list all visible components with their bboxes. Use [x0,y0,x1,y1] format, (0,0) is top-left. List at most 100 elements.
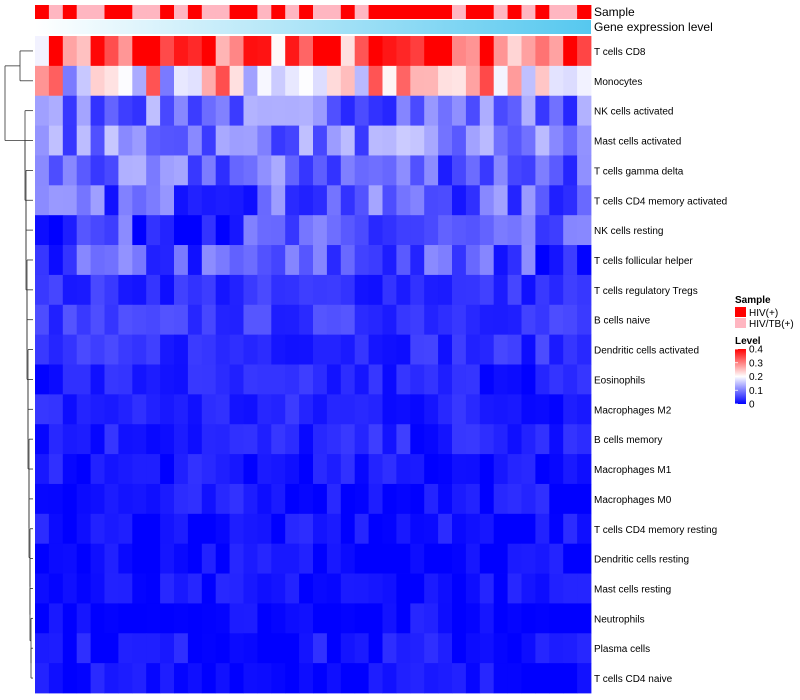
heatmap-cell [132,663,147,694]
heatmap-cell [215,483,230,515]
heatmap-cell [340,513,356,545]
heatmap-cell [146,65,161,97]
heatmap-cell [299,364,314,395]
heatmap-cell [257,155,272,186]
heatmap-cell [493,543,508,574]
heatmap-cell [452,633,467,664]
heatmap-cell [215,65,230,97]
heatmap-cell [354,125,369,156]
heatmap-cell [340,245,356,276]
heatmap-cell [479,364,495,395]
heatmap-cell [285,573,300,604]
sample-annotation-cell [132,5,147,19]
heatmap-cell [299,543,314,574]
heatmap-cell [465,603,481,634]
heatmap-cell [271,95,286,126]
heatmap-cell [465,513,481,545]
heatmap-cell [62,304,78,336]
heatmap-cell [326,603,342,634]
heatmap-cell [549,364,564,395]
heatmap-cell [549,215,564,246]
heatmap-cell [76,513,91,545]
heatmap-cell [354,543,369,574]
heatmap-cell [271,36,286,67]
heatmap-cell [465,483,481,515]
heatmap-cell [549,633,564,664]
heatmap-cell [521,364,536,395]
heatmap-cell [201,543,217,574]
heatmap-cell [452,125,467,156]
heatmap-cell [76,215,91,246]
heatmap-cell [410,633,425,664]
heatmap-cell [160,424,175,455]
heatmap-cell [507,454,522,485]
heatmap-cell [563,65,578,97]
heatmap-cell [229,215,244,246]
heatmap-cell [104,663,119,694]
heatmap-cell [299,603,314,634]
sample-annotation-cell [313,5,328,19]
row-label: Plasma cells [594,644,650,655]
heatmap-cell [368,36,383,67]
row-label: NK cells activated [594,107,673,118]
heatmap-cell [549,65,564,97]
heatmap-cell [201,245,217,276]
heatmap-cell [104,543,119,574]
heatmap-cell [299,573,314,604]
heatmap-cell [229,573,244,604]
heatmap-cell [382,364,397,395]
heatmap-cell [313,424,328,455]
heatmap-cell [479,245,495,276]
heatmap-cell [340,483,356,515]
annotation-label-sample: Sample [594,5,635,19]
heatmap-cell [507,125,522,156]
heatmap-cell [160,65,175,97]
heatmap-cell [452,394,467,425]
heatmap-cell [521,125,536,156]
sample-annotation-cell [424,5,439,19]
heatmap-cell [243,663,258,694]
heatmap-cell [521,36,536,67]
heatmap-cell [243,95,258,126]
heatmap-cell [299,125,314,156]
heatmap-cell [229,155,244,186]
heatmap-cell [507,185,522,216]
heatmap-cell [535,663,550,694]
heatmap-cell [104,36,119,67]
sample-annotation-cell [535,5,550,19]
heatmap-cell [35,245,50,276]
heatmap-cell [229,125,244,156]
heatmap-cell [521,513,536,545]
heatmap-cell [382,663,397,694]
heatmap-cell [479,543,495,574]
heatmap-cell [535,394,550,425]
heatmap-cell [535,454,550,485]
heatmap-cell [104,573,119,604]
heatmap-cell [396,603,411,634]
heatmap-cell [271,334,286,365]
heatmap-cell [90,334,105,365]
heatmap-cell [118,483,133,515]
heatmap-cell [215,573,230,604]
heatmap-cell [313,513,328,545]
heatmap-cell [118,394,133,425]
heatmap-cell [549,573,564,604]
heatmap-cell [187,65,203,97]
heatmap-cell [62,245,78,276]
heatmap-cell [438,454,453,485]
heatmap-cell [577,155,592,186]
heatmap-cell [90,185,105,216]
heatmap-cell [326,334,342,365]
heatmap-cell [160,573,175,604]
heatmap-cell [174,95,189,126]
heatmap-cell [507,424,522,455]
heatmap-cell [271,633,286,664]
heatmap-cell [146,454,161,485]
heatmap-cell [257,334,272,365]
row-label: Eosinophils [594,375,645,386]
heatmap-cell [563,424,578,455]
heatmap-cell [326,513,342,545]
heatmap-cell [76,573,91,604]
heatmap-cell [35,274,50,306]
heatmap-cell [90,36,105,67]
